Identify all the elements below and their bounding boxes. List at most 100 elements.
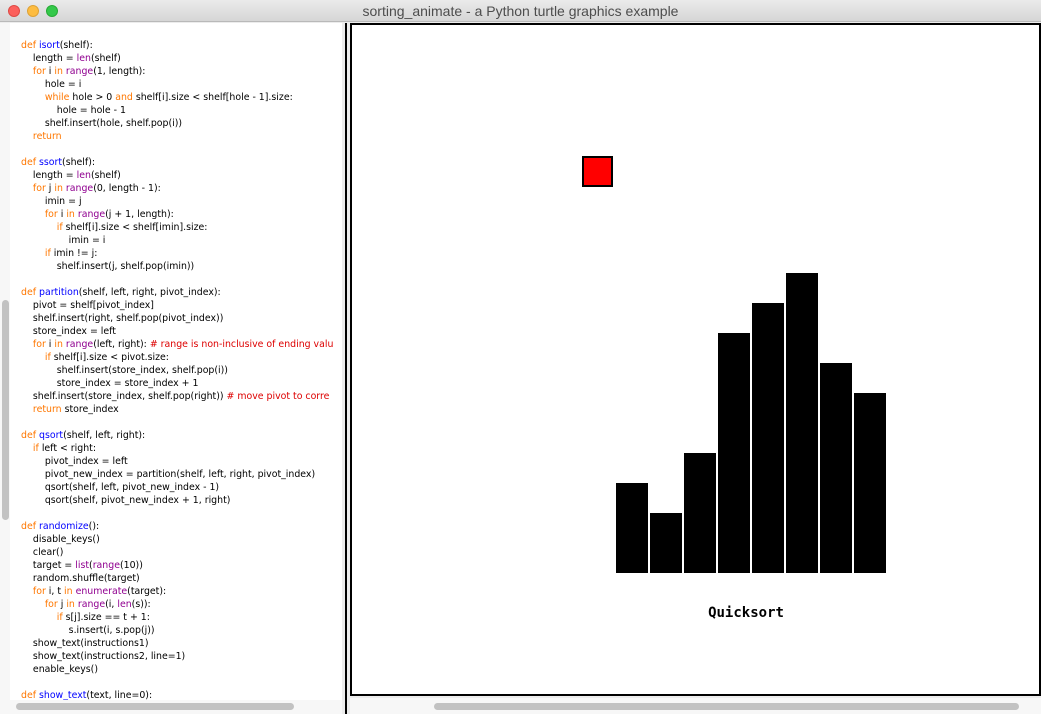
source-code-pane[interactable]: def isort(shelf): length = len(shelf) fo… xyxy=(0,23,342,714)
code-token: (i, xyxy=(105,599,118,610)
code-token: range xyxy=(77,209,106,220)
code-token: imin = i xyxy=(21,235,106,246)
code-token: target = xyxy=(21,560,76,571)
code-line: imin = j xyxy=(21,195,337,208)
code-token: partition xyxy=(39,287,79,298)
code-token: isort xyxy=(39,40,60,51)
code-token: (j + 1, length): xyxy=(105,209,174,220)
code-token: len xyxy=(76,170,91,181)
code-token: def xyxy=(21,690,39,701)
code-line: imin = i xyxy=(21,234,337,247)
code-line: hole = hole - 1 xyxy=(21,104,337,117)
code-token: shelf[i].size < shelf[imin].size: xyxy=(65,222,208,233)
code-line xyxy=(21,507,337,520)
code-line: s.insert(i, s.pop(j)) xyxy=(21,624,337,637)
code-line: def isort(shelf): xyxy=(21,39,337,52)
code-token: def xyxy=(21,157,39,168)
code-token: i, t xyxy=(48,586,65,597)
code-token: for xyxy=(21,339,49,350)
code-line: return store_index xyxy=(21,403,337,416)
code-token: pivot_new_index = partition(shelf, left,… xyxy=(21,469,316,480)
code-token: def xyxy=(21,430,39,441)
code-token: (10)) xyxy=(119,560,143,571)
code-line xyxy=(21,143,337,156)
code-line: return xyxy=(21,130,337,143)
code-token: for xyxy=(21,183,49,194)
code-token: store_index xyxy=(64,404,119,415)
code-token: i xyxy=(48,339,55,350)
code-line: target = list(range(10)) xyxy=(21,559,337,572)
code-vertical-scroll-thumb[interactable] xyxy=(2,300,9,520)
code-token: shelf[i].size < pivot.size: xyxy=(53,352,169,363)
minimize-window-button[interactable] xyxy=(27,5,39,17)
turtle-canvas[interactable] xyxy=(350,23,1041,696)
code-token: shelf.insert(right, shelf.pop(pivot_inde… xyxy=(21,313,224,324)
code-line: def randomize(): xyxy=(21,520,337,533)
code-line: if s[j].size == t + 1: xyxy=(21,611,337,624)
code-token: show_text(instructions2, line=1) xyxy=(21,651,186,662)
code-token: s.insert(i, s.pop(j)) xyxy=(21,625,155,636)
code-line: if shelf[i].size < pivot.size: xyxy=(21,351,337,364)
code-token: (shelf, left, right): xyxy=(63,430,146,441)
code-token: if xyxy=(21,612,66,623)
code-token: random.shuffle(target) xyxy=(21,573,140,584)
code-token: shelf.insert(store_index, shelf.pop(i)) xyxy=(21,365,228,376)
code-token: (shelf) xyxy=(90,170,121,181)
code-token: (shelf): xyxy=(59,40,93,51)
code-token: (1, length): xyxy=(93,66,146,77)
code-token: (text, line=0): xyxy=(86,690,153,701)
code-line: length = len(shelf) xyxy=(21,169,337,182)
code-token: if xyxy=(21,352,54,363)
code-token: len xyxy=(117,599,132,610)
code-line: while hole > 0 and shelf[i].size < shelf… xyxy=(21,91,337,104)
sort-block xyxy=(854,393,886,573)
code-line: def show_text(text, line=0): xyxy=(21,689,337,702)
code-line: hole = i xyxy=(21,78,337,91)
code-token: shelf.insert(store_index, shelf.pop(righ… xyxy=(21,391,227,402)
code-line: shelf.insert(store_index, shelf.pop(righ… xyxy=(21,390,337,403)
code-token: shelf.insert(j, shelf.pop(imin)) xyxy=(21,261,195,272)
code-token: qsort xyxy=(39,430,64,441)
close-window-button[interactable] xyxy=(8,5,20,17)
code-token: def xyxy=(21,287,39,298)
code-line: if imin != j: xyxy=(21,247,337,260)
code-token: return xyxy=(21,404,65,415)
code-token: (s)): xyxy=(131,599,151,610)
code-token: hole = hole - 1 xyxy=(21,105,126,116)
code-token: i xyxy=(48,66,55,77)
code-token: in xyxy=(54,66,66,77)
code-token: for xyxy=(21,66,49,77)
code-token: randomize xyxy=(39,521,89,532)
code-line: qsort(shelf, left, pivot_new_index - 1) xyxy=(21,481,337,494)
code-token: pivot = shelf[pivot_index] xyxy=(21,300,154,311)
code-token: range xyxy=(77,599,106,610)
code-token: length = xyxy=(21,53,77,64)
code-token: range xyxy=(92,560,120,571)
code-horizontal-scroll-thumb[interactable] xyxy=(16,703,294,710)
canvas-horizontal-scroll-thumb[interactable] xyxy=(434,703,1019,710)
sort-block xyxy=(616,483,648,573)
zoom-window-button[interactable] xyxy=(46,5,58,17)
code-token: hole > 0 xyxy=(72,92,116,103)
code-line: def qsort(shelf, left, right): xyxy=(21,429,337,442)
code-line: for i in range(left, right): # range is … xyxy=(21,338,337,351)
code-token: for xyxy=(21,209,61,220)
code-token: range xyxy=(65,66,94,77)
code-line: def partition(shelf, left, right, pivot_… xyxy=(21,286,337,299)
sort-block xyxy=(820,363,852,573)
sort-block xyxy=(786,273,818,573)
code-token: imin = j xyxy=(21,196,82,207)
code-token: (0, length - 1): xyxy=(93,183,161,194)
code-line: pivot_new_index = partition(shelf, left,… xyxy=(21,468,337,481)
code-token: j xyxy=(60,599,67,610)
code-line xyxy=(21,676,337,689)
algorithm-label: Quicksort xyxy=(708,605,784,621)
code-line: disable_keys() xyxy=(21,533,337,546)
code-line: for i in range(1, length): xyxy=(21,65,337,78)
code-token: show_text(instructions1) xyxy=(21,638,149,649)
code-line: shelf.insert(store_index, shelf.pop(i)) xyxy=(21,364,337,377)
code-token: ssort xyxy=(39,157,63,168)
code-token: imin != j: xyxy=(53,248,98,259)
highlighted-block xyxy=(582,156,613,187)
code-token: in xyxy=(66,209,78,220)
